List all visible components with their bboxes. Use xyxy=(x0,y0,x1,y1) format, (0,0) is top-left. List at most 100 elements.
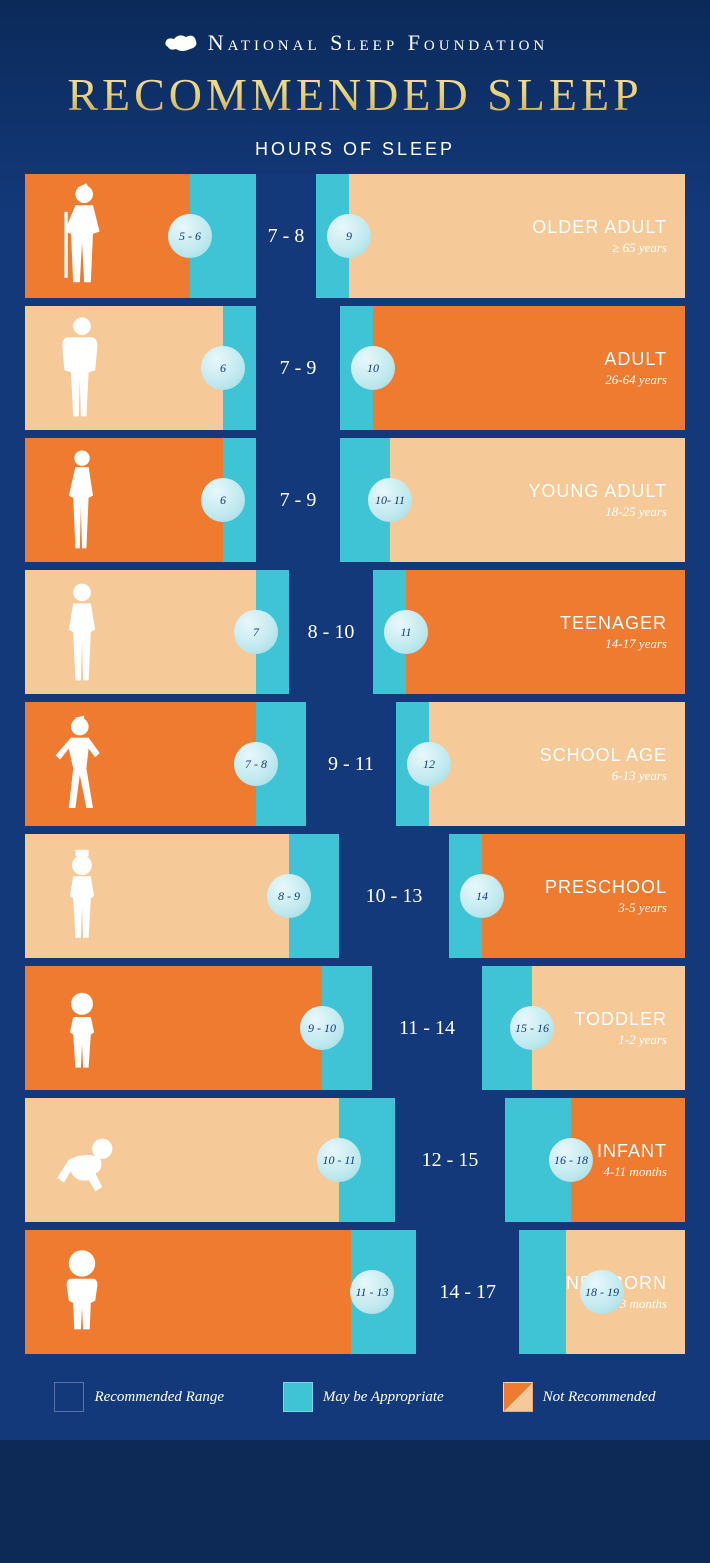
org-name: National Sleep Foundation xyxy=(25,30,685,56)
swatch-recommended xyxy=(54,1382,84,1412)
bubble-appropriate-high: 16 - 18 xyxy=(549,1138,593,1182)
seg-not-recommended-left xyxy=(25,834,289,958)
seg-appropriate-high xyxy=(519,1230,566,1354)
category-name: SCHOOL AGE xyxy=(540,745,667,766)
sleep-row: 9 - 11 SCHOOL AGE 6-13 years 7 - 8 12 xyxy=(25,702,685,826)
category-age: 1-2 years xyxy=(618,1032,667,1048)
seg-not-recommended-left xyxy=(25,438,223,562)
appr-high-hours: 12 xyxy=(423,757,435,772)
seg-not-recommended-right: PRESCHOOL3-5 years xyxy=(482,834,685,958)
silhouette-icon xyxy=(37,445,127,555)
appr-low-hours: 11 - 13 xyxy=(355,1285,388,1300)
subtitle: HOURS OF SLEEP xyxy=(25,139,685,160)
category-name: ADULT xyxy=(604,349,667,370)
silhouette-icon xyxy=(37,841,127,951)
bubble-appropriate-low: 5 - 6 xyxy=(168,214,212,258)
sleep-row: 7 - 9 ADULT 26-64 years 6 10 xyxy=(25,306,685,430)
legend-appr-label: May be Appropriate xyxy=(323,1389,444,1406)
category-age: ≥ 65 years xyxy=(612,240,667,256)
bubble-appropriate-low: 8 - 9 xyxy=(267,874,311,918)
silhouette-icon xyxy=(37,1105,127,1215)
seg-not-recommended-left xyxy=(25,1098,339,1222)
sleep-row: 10 - 13 PRESCHOOL3-5 years 8 - 9 14 xyxy=(25,834,685,958)
category-name: OLDER ADULT xyxy=(532,217,667,238)
appr-high-hours: 14 xyxy=(476,889,488,904)
bubble-appropriate-low: 6 xyxy=(201,346,245,390)
seg-not-recommended-right: TODDLER 1-2 years xyxy=(532,966,685,1090)
category-name: TODDLER xyxy=(574,1009,667,1030)
seg-recommended: 9 - 11 xyxy=(306,702,396,826)
category-age: 26-64 years xyxy=(605,372,667,388)
bubble-appropriate-low: 6 xyxy=(201,478,245,522)
category-age: 4-11 months xyxy=(603,1164,667,1180)
seg-recommended: 10 - 13 xyxy=(339,834,449,958)
sleep-row: 7 - 8 OLDER ADULT ≥ 65 years 5 - 6 9 xyxy=(25,174,685,298)
legend-rec-label: Recommended Range xyxy=(94,1389,224,1406)
seg-recommended: 7 - 8 xyxy=(256,174,316,298)
appr-high-hours: 10- 11 xyxy=(375,493,405,508)
org-text: National Sleep Foundation xyxy=(208,30,549,56)
sleep-row: 12 - 15 INFANT 4-11 months 10 - 11 16 - 18 xyxy=(25,1098,685,1222)
recommended-hours: 12 - 15 xyxy=(422,1149,479,1172)
seg-not-recommended-left xyxy=(25,1230,351,1354)
bubble-appropriate-low: 10 - 11 xyxy=(317,1138,361,1182)
bubble-appropriate-low: 9 - 10 xyxy=(300,1006,344,1050)
recommended-hours: 7 - 9 xyxy=(280,357,317,380)
infographic: National Sleep Foundation RECOMMENDED SL… xyxy=(0,0,710,1440)
category-age: 18-25 years xyxy=(605,504,667,520)
seg-recommended: 8 - 10 xyxy=(289,570,373,694)
appr-high-hours: 11 xyxy=(400,625,411,640)
silhouette-icon xyxy=(37,709,127,819)
appr-low-hours: 8 - 9 xyxy=(278,889,300,904)
seg-recommended: 12 - 15 xyxy=(395,1098,505,1222)
seg-not-recommended-right: TEENAGER 14-17 years xyxy=(406,570,685,694)
silhouette-icon xyxy=(37,1237,127,1347)
seg-recommended: 7 - 9 xyxy=(256,306,340,430)
category-name: PRESCHOOL xyxy=(545,877,667,898)
legend: Recommended Range May be Appropriate Not… xyxy=(25,1374,685,1420)
silhouette-icon xyxy=(37,577,127,687)
category-name: TEENAGER xyxy=(560,613,667,634)
bubble-appropriate-high: 14 xyxy=(460,874,504,918)
recommended-hours: 7 - 8 xyxy=(268,225,305,248)
seg-not-recommended-right: YOUNG ADULT18-25 years xyxy=(390,438,685,562)
silhouette-icon xyxy=(37,313,127,423)
bubble-appropriate-low: 7 - 8 xyxy=(234,742,278,786)
appr-high-hours: 9 xyxy=(346,229,352,244)
seg-recommended: 11 - 14 xyxy=(372,966,482,1090)
bubble-appropriate-high: 15 - 16 xyxy=(510,1006,554,1050)
appr-low-hours: 7 xyxy=(253,625,259,640)
seg-not-recommended-left xyxy=(25,306,223,430)
seg-not-recommended-left xyxy=(25,174,190,298)
appr-high-hours: 10 xyxy=(367,361,379,376)
appr-low-hours: 6 xyxy=(220,361,226,376)
seg-not-recommended-left xyxy=(25,702,256,826)
seg-not-recommended-left xyxy=(25,570,256,694)
swatch-not-recommended xyxy=(503,1382,533,1412)
category-age: 6-13 years xyxy=(612,768,667,784)
appr-low-hours: 9 - 10 xyxy=(308,1021,336,1036)
bubble-appropriate-high: 18 - 19 xyxy=(580,1270,624,1314)
sleep-row: 14 - 17NEWBORN0-3 months11 - 1318 - 19 xyxy=(25,1230,685,1354)
seg-recommended: 14 - 17 xyxy=(416,1230,519,1354)
bubble-appropriate-high: 9 xyxy=(327,214,371,258)
bubble-appropriate-low: 11 - 13 xyxy=(350,1270,394,1314)
legend-not-recommended: Not Recommended xyxy=(503,1382,656,1412)
recommended-hours: 7 - 9 xyxy=(280,489,317,512)
category-age: 14-17 years xyxy=(605,636,667,652)
bubble-appropriate-high: 12 xyxy=(407,742,451,786)
recommended-hours: 8 - 10 xyxy=(308,621,355,644)
logo-icon xyxy=(162,31,198,55)
appr-low-hours: 7 - 8 xyxy=(245,757,267,772)
recommended-hours: 14 - 17 xyxy=(439,1281,496,1304)
header: National Sleep Foundation RECOMMENDED SL… xyxy=(25,30,685,160)
main-title: RECOMMENDED SLEEP xyxy=(25,68,685,121)
bubble-appropriate-high: 11 xyxy=(384,610,428,654)
bubble-appropriate-high: 10- 11 xyxy=(368,478,412,522)
seg-not-recommended-right: OLDER ADULT ≥ 65 years xyxy=(349,174,685,298)
rows-container: 7 - 8 OLDER ADULT ≥ 65 years 5 - 6 9 7 - 9 ADU… xyxy=(25,174,685,1354)
silhouette-icon xyxy=(37,181,127,291)
seg-not-recommended-left xyxy=(25,966,322,1090)
silhouette-icon xyxy=(37,973,127,1083)
category-name: INFANT xyxy=(597,1141,667,1162)
